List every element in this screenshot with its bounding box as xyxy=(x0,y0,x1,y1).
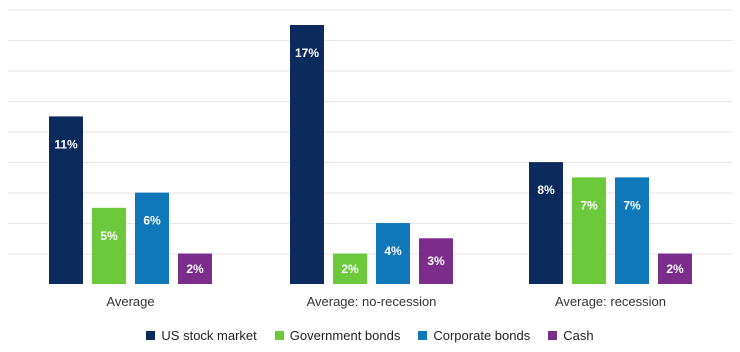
legend-label: Cash xyxy=(563,328,594,343)
bar-government-bonds xyxy=(333,253,367,284)
legend-item: Corporate bonds xyxy=(418,328,530,343)
bar-us-stock-market xyxy=(529,162,563,284)
legend-item: Cash xyxy=(548,328,594,343)
bar-government-bonds xyxy=(92,207,126,284)
bar-value-label: 5% xyxy=(100,229,118,243)
bar-value-label: 2% xyxy=(341,262,359,276)
bar-us-stock-market xyxy=(49,116,83,284)
bar-corporate-bonds xyxy=(376,223,410,284)
category-label: Average: recession xyxy=(555,294,666,309)
bar-cash xyxy=(658,253,692,284)
legend-item: US stock market xyxy=(146,328,257,343)
bar-value-label: 7% xyxy=(580,198,598,212)
bar-value-label: 2% xyxy=(666,262,684,276)
legend-label: Government bonds xyxy=(289,328,401,343)
bar-chart: 11% 5% 6% 2% Average 17% 2% 4% 3% Average: no-rec… xyxy=(8,9,732,309)
bar-value-label: 8% xyxy=(537,183,555,197)
bar-value-label: 7% xyxy=(623,198,641,212)
bar-value-label: 3% xyxy=(427,254,445,268)
bar-value-label: 17% xyxy=(295,46,319,60)
bar-cash xyxy=(178,253,212,284)
chart-legend: US stock market Government bonds Corporate… xyxy=(0,328,740,343)
bar-value-label: 11% xyxy=(54,137,78,151)
bar-us-stock-market xyxy=(290,25,324,284)
bar-value-label: 4% xyxy=(384,244,402,258)
legend-swatch xyxy=(274,331,284,340)
bar-cash xyxy=(419,238,453,284)
legend-item: Government bonds xyxy=(274,328,401,343)
bar-value-label: 6% xyxy=(143,214,161,228)
legend-swatch xyxy=(146,331,156,340)
bar-corporate-bonds xyxy=(615,177,649,284)
category-label: Average: no-recession xyxy=(307,294,437,309)
bar-corporate-bonds xyxy=(135,192,169,284)
category-label: Average xyxy=(106,294,154,309)
legend-swatch xyxy=(418,331,428,340)
legend-label: Corporate bonds xyxy=(433,328,531,343)
bar-government-bonds xyxy=(572,177,606,284)
bar-value-label: 2% xyxy=(186,262,204,276)
legend-swatch xyxy=(548,331,558,340)
legend-label: US stock market xyxy=(161,328,257,343)
